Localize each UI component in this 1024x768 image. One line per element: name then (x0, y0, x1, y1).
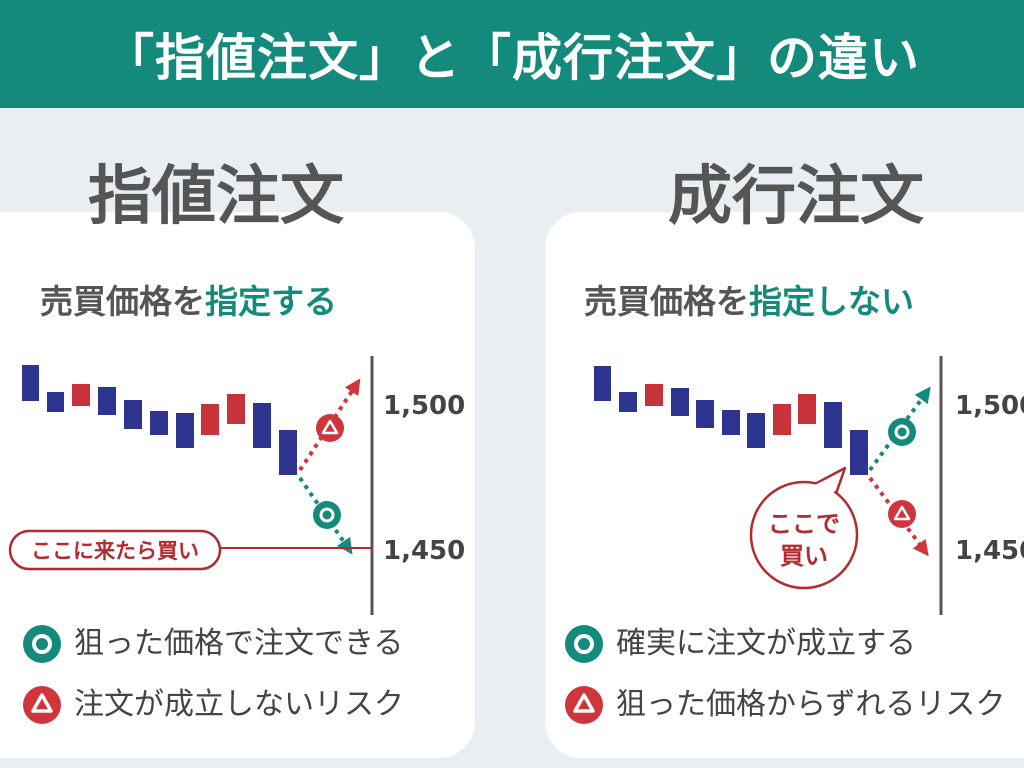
market-order-subtitle: 売買価格を指定しない (584, 282, 914, 322)
limit-order-subtitle: 売買価格を指定する (40, 282, 337, 322)
market-pro-text: 確実に注文が成立する (616, 626, 916, 661)
candle (645, 384, 663, 406)
limit-callout-text: ここに来たら買い (31, 539, 199, 563)
market-callout-line2: 買い (780, 542, 828, 570)
market-price-low: 1,450 (955, 536, 1024, 566)
limit-price-high: 1,500 (383, 391, 465, 421)
limit-pro-note: 狙った価格で注文できる (22, 624, 403, 664)
circle-icon (23, 625, 61, 663)
candle (798, 394, 816, 424)
candle (671, 388, 689, 416)
triangle-icon (565, 686, 603, 724)
market-order-title: 成行注文 (668, 160, 924, 234)
limit-callout: ここに来たら買い (8, 529, 222, 571)
candle (722, 410, 740, 435)
candle (773, 404, 791, 435)
limit-con-text: 注文が成立しないリスク (74, 687, 404, 722)
candle (824, 402, 842, 448)
candle (253, 403, 271, 448)
circle-icon (313, 501, 341, 529)
market-con-text: 狙った価格からずれるリスク (616, 687, 1006, 722)
triangle-icon (888, 500, 916, 528)
market-candles (594, 366, 868, 475)
candle (594, 366, 611, 401)
candle (850, 430, 868, 475)
market-callout-line1: ここで (768, 510, 840, 538)
circle-icon (888, 418, 916, 446)
header-title: 「指値注文」と「成行注文」の違い (104, 29, 920, 87)
limit-subtitle-prefix: 売買価格を (40, 282, 205, 321)
limit-order-title: 指値注文 (88, 160, 344, 234)
limit-subtitle-highlight: 指定する (205, 282, 337, 321)
circle-icon (565, 625, 603, 663)
candle (619, 392, 637, 412)
market-callout: ここで 買い (749, 466, 859, 590)
limit-order-panel (0, 212, 475, 758)
candle (201, 404, 219, 435)
candle (98, 387, 116, 415)
candle (696, 400, 714, 428)
header-banner: 「指値注文」と「成行注文」の違い (0, 0, 1024, 108)
candle (747, 413, 765, 448)
candle (47, 392, 64, 412)
candle (227, 394, 245, 424)
triangle-icon (23, 686, 61, 724)
market-subtitle-prefix: 売買価格を (584, 282, 749, 321)
limit-con-note: 注文が成立しないリスク (22, 685, 404, 725)
candle (72, 384, 90, 406)
candle (124, 400, 142, 429)
triangle-icon (316, 414, 344, 442)
market-subtitle-highlight: 指定しない (749, 282, 914, 321)
limit-up-path (298, 378, 361, 472)
market-price-high: 1,500 (955, 391, 1024, 421)
market-pro-note: 確実に注文が成立する (564, 624, 916, 664)
candle (176, 413, 194, 448)
limit-pro-text: 狙った価格で注文できる (74, 626, 404, 661)
limit-price-low: 1,450 (383, 536, 465, 566)
limit-candles (22, 365, 297, 475)
candle (22, 365, 39, 401)
market-con-note: 狙った価格からずれるリスク (564, 685, 1005, 725)
candle (150, 411, 168, 435)
candle (279, 430, 297, 475)
